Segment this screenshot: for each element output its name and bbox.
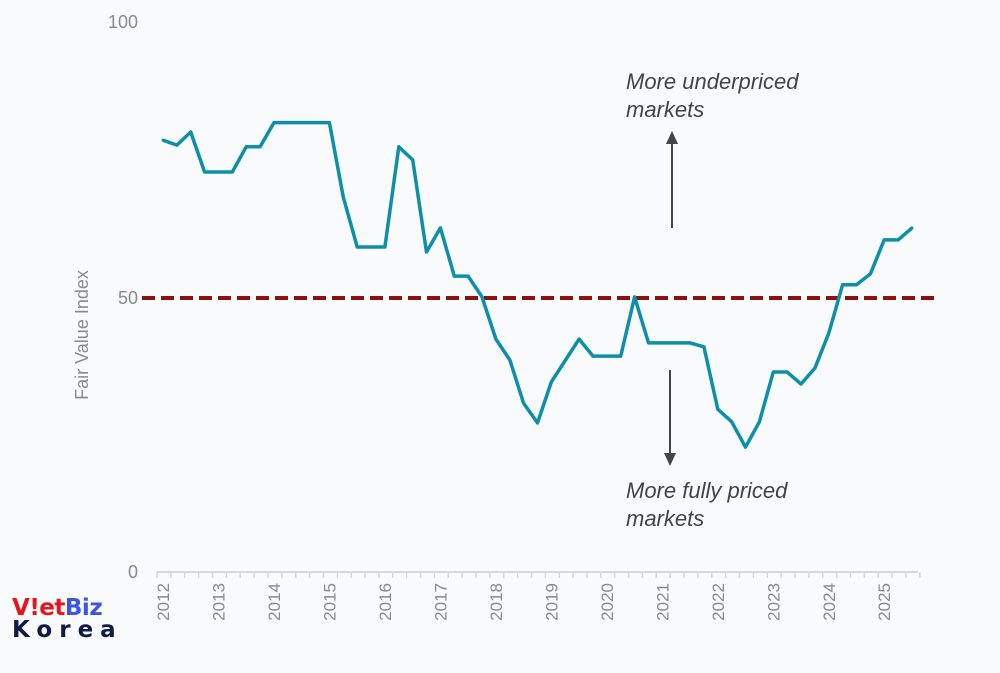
y-tick-label-0: 0: [128, 562, 138, 582]
logo-korea: Korea: [12, 617, 123, 643]
data-point: [244, 145, 248, 149]
data-point: [549, 380, 553, 384]
data-point: [785, 370, 789, 374]
data-point: [619, 354, 623, 358]
annotation-down-line1: More fully priced: [626, 478, 788, 503]
data-point: [716, 407, 720, 411]
data-point: [175, 143, 179, 147]
data-point: [341, 195, 345, 199]
data-point: [688, 341, 692, 345]
x-tick-label: 2015: [320, 583, 339, 621]
data-point: [411, 158, 415, 162]
x-tick-label: 2016: [376, 583, 395, 621]
data-point: [827, 331, 831, 335]
x-tick-label: 2013: [209, 583, 228, 621]
data-point: [397, 145, 401, 149]
data-point: [383, 245, 387, 249]
x-tick-label: 2020: [598, 583, 617, 621]
annotation-down-line2: markets: [626, 506, 704, 531]
data-point: [466, 274, 470, 278]
data-point: [230, 170, 234, 174]
data-point: [494, 337, 498, 341]
data-point: [702, 345, 706, 349]
data-point: [674, 341, 678, 345]
data-point: [480, 295, 484, 299]
data-point: [314, 121, 318, 125]
data-point: [300, 121, 304, 125]
x-tick-label: 2017: [431, 583, 450, 621]
x-tick-label: 2012: [154, 583, 173, 621]
x-tick-label: 2022: [709, 583, 728, 621]
data-point: [161, 138, 165, 142]
y-axis-title: Fair Value Index: [72, 270, 92, 400]
data-point: [286, 121, 290, 125]
x-axis: 2012 2013 2014 2015 2016 2017 2018 2019 2020 2021…: [154, 571, 921, 621]
data-point: [633, 295, 637, 299]
arrow-up-icon: [666, 131, 678, 228]
data-point: [522, 401, 526, 405]
data-point: [813, 366, 817, 370]
data-point: [272, 121, 276, 125]
data-point: [563, 358, 567, 362]
data-point: [438, 226, 442, 230]
data-point: [577, 337, 581, 341]
y-tick-label-100: 100: [108, 12, 138, 32]
data-point: [757, 420, 761, 424]
data-point: [591, 354, 595, 358]
data-point: [508, 358, 512, 362]
series-line-fair-value-index: [162, 120, 914, 449]
data-point: [660, 341, 664, 345]
y-tick-label-50: 50: [118, 288, 138, 308]
data-point: [868, 272, 872, 276]
data-point: [896, 238, 900, 242]
data-point: [369, 245, 373, 249]
x-tick-label: 2018: [487, 583, 506, 621]
data-point: [730, 420, 734, 424]
data-point: [841, 283, 845, 287]
data-point: [327, 121, 331, 125]
arrow-down-icon: [664, 370, 676, 466]
x-tick-label: 2025: [875, 583, 894, 621]
data-point: [258, 145, 262, 149]
x-tick-label: 2014: [265, 583, 284, 621]
data-point: [216, 170, 220, 174]
data-point: [189, 130, 193, 134]
x-tick-label: 2024: [820, 583, 839, 621]
data-point: [535, 421, 539, 425]
logo-biz: Biz: [64, 595, 103, 621]
annotation-up-line2: markets: [626, 97, 704, 122]
data-point: [855, 283, 858, 287]
annotation-up-line1: More underpriced: [626, 69, 799, 94]
data-point: [771, 370, 775, 374]
logo-iet: !et: [29, 595, 65, 621]
x-tick-label: 2021: [653, 583, 672, 621]
data-point: [646, 341, 650, 345]
data-point: [882, 238, 886, 242]
data-point: [605, 354, 609, 358]
vietbiz-korea-logo: V!etBiz Korea: [12, 595, 123, 643]
data-point: [799, 382, 803, 386]
x-tick-label: 2023: [764, 583, 783, 621]
data-points: [161, 121, 914, 449]
data-point: [744, 445, 748, 449]
data-point: [910, 226, 914, 230]
data-point: [355, 245, 359, 249]
data-point: [203, 170, 207, 174]
data-point: [452, 274, 456, 278]
data-point: [425, 250, 429, 254]
logo-v: V: [12, 595, 30, 621]
x-tick-label: 2019: [542, 583, 561, 621]
